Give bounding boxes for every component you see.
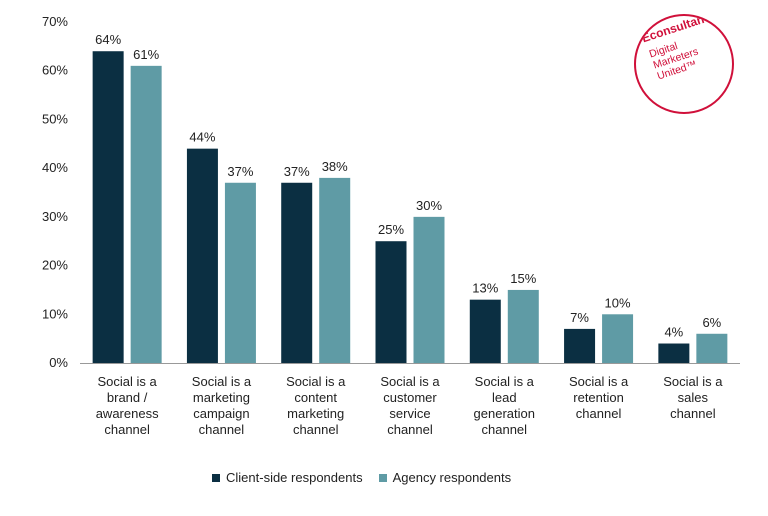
data-label: 64% xyxy=(95,32,121,47)
y-tick-label: 10% xyxy=(42,306,68,321)
data-label: 7% xyxy=(570,310,589,325)
category-label: Social is a xyxy=(286,374,346,389)
data-label: 4% xyxy=(664,325,683,340)
data-label: 30% xyxy=(416,198,442,213)
y-tick-label: 0% xyxy=(49,355,68,370)
category-label: channel xyxy=(576,406,622,421)
category-label: campaign xyxy=(193,406,249,421)
category-label: Social is a xyxy=(663,374,723,389)
category-label: Social is a xyxy=(569,374,629,389)
y-tick-label: 50% xyxy=(42,111,68,126)
y-tick-label: 60% xyxy=(42,63,68,78)
bar-client xyxy=(281,182,313,363)
data-label: 61% xyxy=(133,47,159,62)
category-label: Social is a xyxy=(475,374,535,389)
category-label: brand / xyxy=(107,390,148,405)
category-label: channel xyxy=(482,422,528,437)
category-label: Social is a xyxy=(192,374,252,389)
data-label: 10% xyxy=(605,295,631,310)
legend-swatch-client xyxy=(212,473,220,482)
category-label: sales xyxy=(678,390,709,405)
data-label: 44% xyxy=(189,130,215,145)
legend-swatch-agency xyxy=(378,473,387,482)
category-label: marketing xyxy=(287,406,344,421)
category-label: generation xyxy=(474,406,535,421)
data-label: 25% xyxy=(378,222,404,237)
category-label: service xyxy=(389,406,430,421)
category-label: lead xyxy=(492,390,517,405)
category-label: content xyxy=(294,390,337,405)
category-label: retention xyxy=(573,390,624,405)
data-label: 6% xyxy=(702,315,721,330)
bar-agency xyxy=(413,216,445,363)
y-tick-label: 20% xyxy=(42,258,68,273)
bar-client xyxy=(469,299,501,363)
category-label: customer xyxy=(383,390,437,405)
category-label: Social is a xyxy=(380,374,440,389)
bar-agency xyxy=(602,314,634,363)
category-label: channel xyxy=(670,406,716,421)
bar-agency xyxy=(507,289,539,363)
data-label: 13% xyxy=(472,281,498,296)
legend-item-client: Client-side respondents xyxy=(212,470,363,485)
category-label: marketing xyxy=(193,390,250,405)
data-label: 38% xyxy=(322,159,348,174)
category-label: channel xyxy=(293,422,339,437)
data-label: 37% xyxy=(284,164,310,179)
chart-legend: Client-side respondents Agency responden… xyxy=(212,470,527,485)
category-label: channel xyxy=(387,422,433,437)
bar-client xyxy=(564,328,596,363)
y-tick-label: 40% xyxy=(42,160,68,175)
category-label: channel xyxy=(199,422,245,437)
bar-agency xyxy=(130,65,162,363)
bar-client xyxy=(658,343,690,363)
legend-label-agency: Agency respondents xyxy=(392,470,512,485)
econsultancy-logo: Econsultancy Digital Marketers United™ xyxy=(634,14,734,114)
category-label: awareness xyxy=(96,406,159,421)
legend-label-client: Client-side respondents xyxy=(226,470,363,485)
category-label: channel xyxy=(104,422,150,437)
legend-item-agency: Agency respondents xyxy=(378,470,512,485)
category-label: Social is a xyxy=(98,374,158,389)
y-tick-label: 70% xyxy=(42,14,68,29)
bar-agency xyxy=(224,182,256,363)
bar-agency xyxy=(696,333,728,363)
bar-client xyxy=(375,241,407,363)
bar-client xyxy=(186,148,218,363)
bar-agency xyxy=(319,177,351,363)
data-label: 15% xyxy=(510,271,536,286)
data-label: 37% xyxy=(227,164,253,179)
y-tick-label: 30% xyxy=(42,209,68,224)
bar-client xyxy=(92,51,124,363)
